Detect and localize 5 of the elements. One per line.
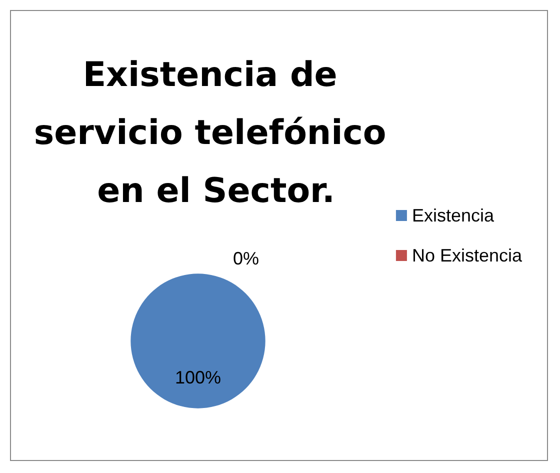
chart-title: Existencia de servicio telefónico en el Sector. <box>34 55 398 211</box>
legend-label: No Existencia <box>412 246 523 266</box>
text: 0% <box>233 248 260 269</box>
legend-label: Existencia <box>412 206 495 226</box>
data-label: 100% <box>174 368 222 388</box>
